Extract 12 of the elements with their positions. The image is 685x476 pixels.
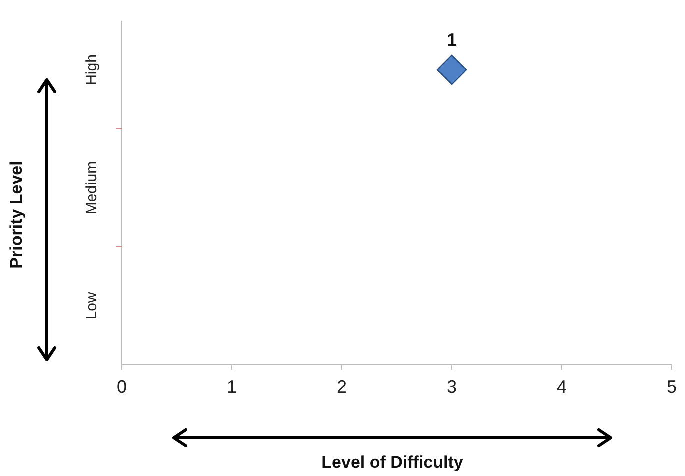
y-axis-title: Priority Level: [7, 161, 26, 269]
x-tick-label: 2: [336, 377, 348, 397]
x-tick-label: 0: [116, 377, 128, 397]
y-tick-label: Low: [84, 292, 100, 320]
x-axis-title: Level of Difficulty: [322, 453, 464, 472]
x-tick-label: 4: [556, 377, 568, 397]
x-tick-label: 1: [226, 377, 238, 397]
annotation: 1: [446, 30, 458, 50]
x-tick-label: 3: [446, 377, 458, 397]
x-tick-label: 5: [666, 377, 678, 397]
y-tick-label: High: [84, 54, 100, 86]
y-tick-label: Medium: [84, 161, 100, 215]
